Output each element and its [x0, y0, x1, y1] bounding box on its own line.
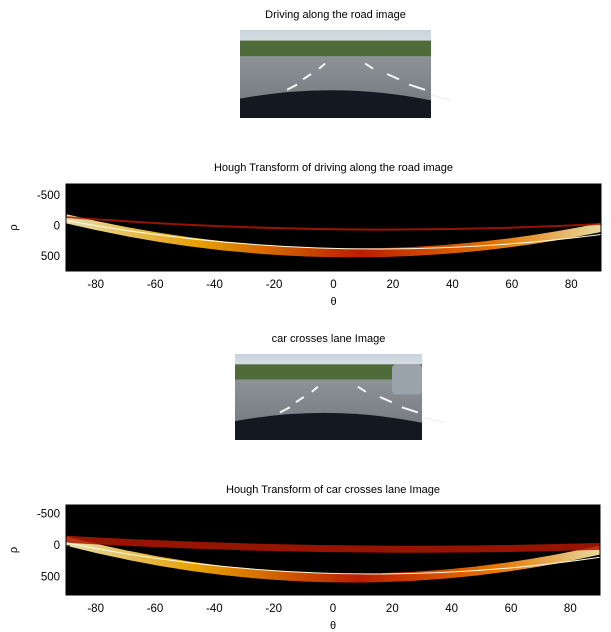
photo-car: [392, 364, 422, 395]
y-axis-label: ρ: [8, 224, 20, 230]
lane-mark: [311, 385, 319, 393]
x-axis-label: θ: [330, 620, 336, 632]
x-tick-label: 80: [565, 279, 578, 291]
x-tick-label: 60: [505, 279, 518, 291]
hough-line: [65, 220, 602, 250]
lane-mark: [423, 416, 445, 424]
lane-mark: [364, 62, 374, 70]
panel-title: Hough Transform of car crosses lane Imag…: [226, 484, 440, 496]
y-tick-label: -500: [37, 508, 60, 520]
lane-mark: [357, 385, 367, 393]
lane-mark: [302, 73, 312, 81]
y-tick-label: 0: [54, 540, 60, 552]
x-tick-label: -80: [87, 279, 104, 291]
x-tick-label: 40: [445, 603, 458, 615]
photo: [240, 30, 452, 118]
y-axis-label: ρ: [8, 547, 20, 553]
panel-title: car crosses lane Image: [272, 333, 386, 345]
x-tick-label: 80: [564, 603, 577, 615]
y-tick-label: 500: [41, 571, 60, 583]
x-tick-label: 20: [387, 279, 400, 291]
y-tick-label: -500: [37, 190, 60, 202]
x-tick-label: 0: [330, 279, 336, 291]
photo: [235, 354, 445, 440]
panel-title: Driving along the road image: [265, 9, 406, 21]
lane-mark: [408, 83, 426, 91]
lane-mark: [286, 83, 298, 91]
lane-mark: [401, 406, 419, 414]
y-tick-label: 0: [54, 221, 60, 233]
x-tick-label: -20: [266, 279, 283, 291]
lane-mark: [318, 62, 326, 70]
x-tick-label: -80: [87, 603, 104, 615]
x-tick-label: -20: [265, 603, 282, 615]
x-tick-label: -60: [147, 603, 164, 615]
x-axis-label: θ: [330, 296, 336, 308]
photo-dashboard: [235, 412, 422, 440]
hough-band: [64, 214, 602, 258]
photo-trees: [240, 40, 431, 57]
panel-title: Hough Transform of driving along the roa…: [214, 162, 453, 174]
hough-line: [65, 542, 601, 575]
x-tick-label: 20: [386, 603, 399, 615]
photo-dashboard: [240, 90, 431, 118]
x-tick-label: -40: [206, 603, 223, 615]
lane-mark: [295, 396, 305, 404]
x-tick-label: -40: [206, 279, 223, 291]
lane-mark: [430, 94, 452, 102]
y-tick-label: 500: [41, 251, 60, 263]
lane-mark: [279, 406, 291, 414]
lane-mark: [386, 73, 400, 81]
hough-band: [64, 536, 601, 583]
hough-band: [65, 216, 602, 231]
x-tick-label: -60: [147, 279, 164, 291]
lane-mark: [379, 396, 393, 404]
x-tick-label: 60: [505, 603, 518, 615]
photo-trees: [235, 364, 422, 380]
x-tick-label: 40: [446, 279, 459, 291]
x-tick-label: 0: [330, 603, 336, 615]
hough-band: [65, 535, 601, 553]
